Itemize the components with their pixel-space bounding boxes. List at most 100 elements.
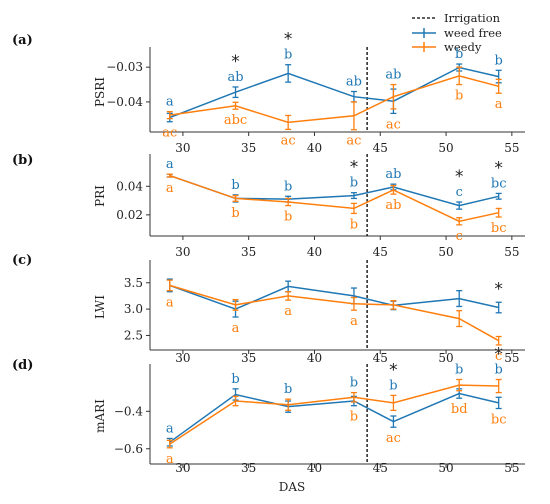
significance-star: * (231, 52, 240, 72)
panel-label: (c) (12, 253, 32, 268)
significance-star: * (455, 167, 464, 187)
x-tick-label: 45 (373, 351, 388, 365)
letter-weedy: a (495, 97, 503, 112)
letter-weedy: b (231, 206, 239, 221)
weed-free-line (169, 174, 499, 207)
letter-weedy: b (284, 210, 292, 225)
y-axis-label: mARI (93, 399, 107, 433)
letter-weed-free: c (456, 185, 463, 200)
x-tick-label: 35 (241, 351, 256, 365)
x-tick-label: 45 (373, 461, 388, 475)
letter-weed-free: b (495, 362, 503, 377)
x-tick-label: 40 (307, 461, 322, 475)
letter-weedy: bd (451, 402, 468, 417)
legend: Irrigation weed free weedy (412, 11, 502, 54)
x-tick-label: 30 (175, 351, 190, 365)
y-tick-label: −0.4 (114, 404, 144, 418)
letter-weedy: a (166, 181, 174, 196)
panel-label: (a) (12, 33, 33, 48)
letter-weedy: a (232, 321, 240, 336)
legend-weedy-label: weedy (444, 40, 482, 54)
weed-free-line (169, 392, 499, 443)
significance-star: * (350, 158, 359, 178)
letter-weedy: a (166, 296, 174, 311)
y-tick-label: 0.02 (116, 208, 143, 222)
letter-weed-free: b (284, 179, 292, 194)
y-tick-label: −0.6 (114, 442, 143, 456)
x-axis-label: DAS (279, 480, 306, 494)
weedy-line (169, 384, 499, 445)
letter-weedy: b (455, 89, 463, 104)
x-tick-label: 50 (438, 461, 453, 475)
legend-weed-free-label: weed free (444, 26, 502, 40)
letter-weed-free: b (495, 53, 503, 68)
legend-irrigation-label: Irrigation (444, 11, 501, 25)
y-axis-label: LWI (93, 295, 107, 319)
letter-weedy: a (166, 452, 174, 467)
letter-weed-free: b (284, 382, 292, 397)
letter-weed-free: ab (385, 167, 401, 182)
weedy-line (169, 174, 499, 223)
y-tick-label: 0.04 (116, 179, 143, 193)
weed-free-line (169, 284, 499, 310)
x-tick-label: 55 (504, 351, 519, 365)
x-tick-label: 35 (241, 245, 256, 259)
y-tick-label: 2.5 (124, 328, 143, 342)
y-axis-label: PRI (93, 185, 107, 207)
letter-weed-free: b (284, 48, 292, 63)
letter-weedy: b (350, 410, 358, 425)
letter-weedy: ac (346, 134, 361, 149)
x-tick-label: 50 (438, 245, 453, 259)
y-tick-label: −0.04 (106, 95, 143, 109)
x-tick-label: 35 (241, 141, 256, 155)
letter-weed-free: ab (227, 70, 243, 85)
weed-free-line (169, 66, 499, 119)
significance-star: * (494, 279, 503, 299)
x-tick-label: 40 (307, 141, 322, 155)
letter-weed-free: b (350, 376, 358, 391)
x-tick-label: 35 (241, 461, 256, 475)
y-axis-label: PSRI (93, 77, 107, 107)
letter-weedy: bc (491, 413, 507, 428)
letter-weedy: a (284, 304, 292, 319)
y-tick-label: 3.0 (124, 302, 143, 316)
letter-weed-free: a (166, 421, 174, 436)
significance-star: * (494, 344, 503, 364)
x-tick-label: 30 (175, 461, 190, 475)
panel-label: (d) (12, 358, 33, 373)
letter-weedy: c (456, 229, 463, 244)
letter-weed-free: b (389, 378, 397, 393)
x-tick-label: 30 (175, 141, 190, 155)
x-tick-label: 30 (175, 245, 190, 259)
letter-weed-free: bc (491, 176, 507, 191)
letter-weedy: abc (224, 113, 247, 128)
letter-weedy: a (350, 314, 358, 329)
significance-star: * (494, 158, 503, 178)
letter-weed-free: b (455, 47, 463, 62)
x-tick-label: 45 (373, 141, 388, 155)
letter-weedy: ab (385, 198, 401, 213)
letter-weed-free: a (166, 95, 174, 110)
y-tick-label: 3.5 (124, 276, 143, 290)
letter-weed-free: b (231, 372, 239, 387)
x-tick-label: 55 (504, 461, 519, 475)
x-tick-label: 55 (504, 141, 519, 155)
significance-star: * (389, 360, 398, 380)
x-tick-label: 40 (307, 351, 322, 365)
letter-weedy: b (350, 217, 358, 232)
letter-weedy: bc (491, 221, 507, 236)
x-tick-label: 45 (373, 245, 388, 259)
x-tick-label: 40 (307, 245, 322, 259)
panel-label: (b) (12, 153, 33, 168)
letter-weed-free: ab (385, 68, 401, 83)
letter-weedy: ac (386, 431, 401, 446)
letter-weed-free: a (166, 157, 174, 172)
letter-weed-free: ab (346, 75, 362, 90)
letter-weed-free: b (231, 178, 239, 193)
y-tick-label: −0.03 (106, 60, 143, 74)
letter-weed-free: b (350, 176, 358, 191)
